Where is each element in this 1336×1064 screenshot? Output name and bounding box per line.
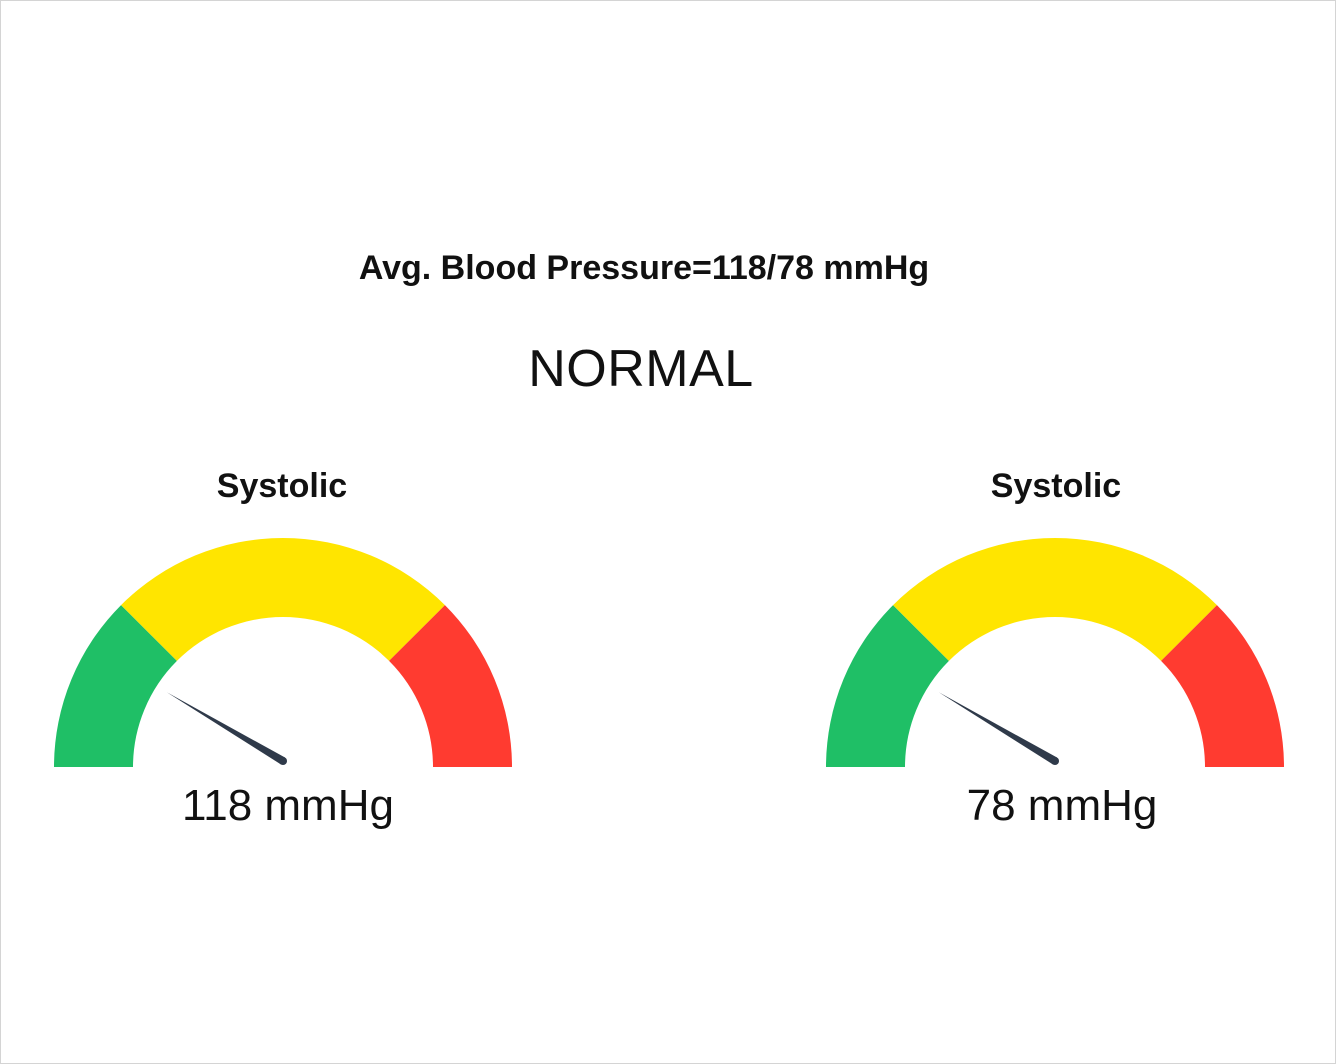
gauge-band-red	[389, 605, 512, 767]
status-label: NORMAL	[528, 340, 754, 398]
gauge-band-red	[1161, 605, 1284, 767]
gauge-right	[826, 538, 1284, 767]
gauge-title-left: Systolic	[216, 467, 348, 505]
gauge-value-left: 118 mmHg	[182, 781, 394, 830]
gauge-left	[54, 538, 512, 767]
gauge-needle-hub	[279, 757, 287, 765]
gauge-value-right: 78 mmHg	[966, 781, 1158, 830]
gauge-needle-hub	[1051, 757, 1059, 765]
gauge-band-green	[826, 605, 949, 767]
page-title: Avg. Blood Pressure=118/78 mmHg	[358, 249, 930, 287]
gauge-title-right: Systolic	[990, 467, 1122, 505]
gauge-band-yellow	[893, 538, 1217, 661]
gauge-band-yellow	[121, 538, 445, 661]
gauge-needle	[166, 692, 286, 765]
gauge-needle	[938, 692, 1058, 765]
gauge-band-green	[54, 605, 177, 767]
